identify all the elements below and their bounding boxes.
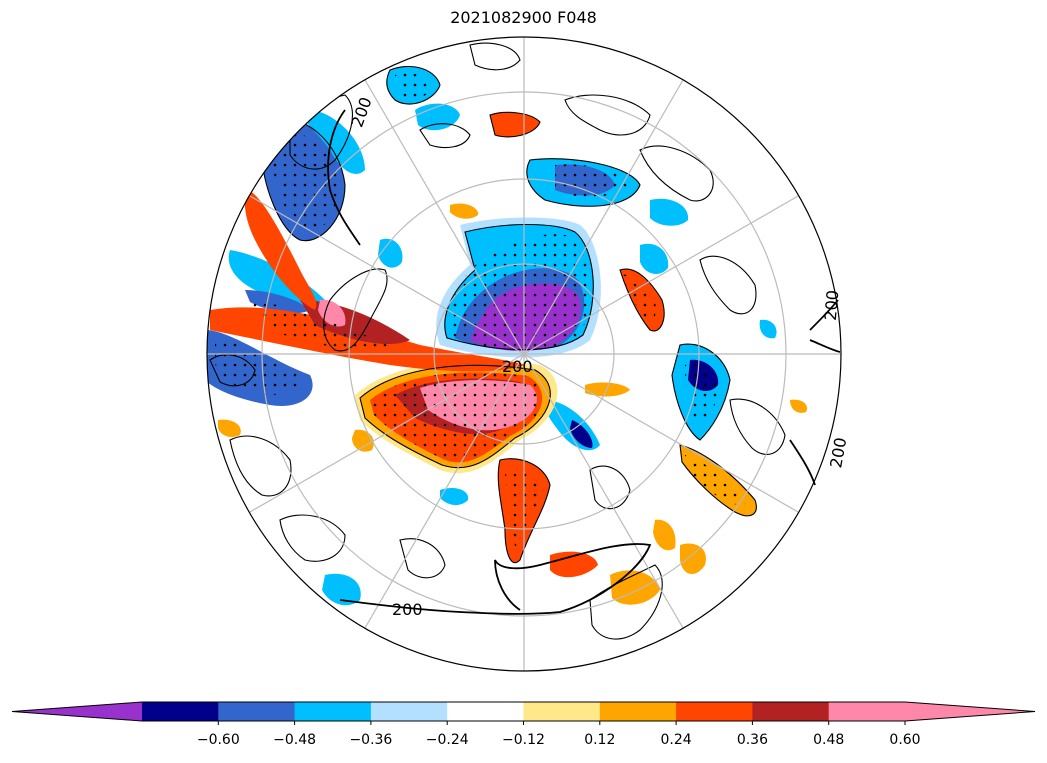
colorbar-bin	[142, 702, 219, 721]
colorbar-tick-label: 0.12	[584, 732, 615, 748]
height-contours	[327, 109, 841, 615]
positive-anomaly-patch	[653, 519, 676, 551]
colorbar-bin	[218, 702, 296, 721]
map-title: 2021082900 F048	[450, 8, 597, 27]
negative-anomaly-patch	[640, 243, 669, 274]
colorbar-tick-label: −0.36	[349, 732, 392, 748]
graticule	[207, 37, 841, 671]
positive-anomaly-patch	[550, 551, 598, 578]
colorbar-tick-label: −0.48	[273, 732, 316, 748]
colorbar-bin	[294, 702, 372, 721]
colorbar-bin	[828, 702, 906, 721]
positive-anomaly-patch	[790, 399, 808, 413]
positive-anomaly-patch	[585, 382, 630, 397]
positive-anomaly-patch	[244, 190, 317, 310]
contour-label: 200	[392, 600, 423, 619]
positive-anomaly-patch	[450, 203, 479, 219]
negative-anomaly-patch	[570, 420, 593, 448]
colorbar-tick-label: 0.60	[889, 732, 920, 748]
positive-anomaly-patch	[490, 112, 540, 137]
negative-anomaly-patch	[378, 238, 403, 268]
colorbar-tick-label: −0.12	[502, 732, 545, 748]
positive-anomaly-patch	[218, 419, 241, 438]
colorbar-outline	[11, 701, 1036, 722]
map-boundary	[206, 36, 842, 672]
negative-anomaly-patch	[245, 290, 310, 314]
colorbar-bin	[676, 702, 753, 721]
negative-anomaly-patch	[440, 488, 469, 506]
colorbar-bin	[370, 702, 448, 721]
colorbar-tick-label: 0.24	[661, 732, 692, 748]
colorbar-bin	[752, 702, 830, 721]
colorbar-bin	[523, 702, 601, 721]
colorbar-tick-label: −0.60	[197, 732, 240, 748]
colorbar-bin	[599, 702, 677, 721]
colorbar-tick-label: −0.24	[426, 732, 469, 748]
colorbar-bin	[447, 702, 524, 721]
negative-anomaly-patch	[759, 319, 777, 339]
polar-stereographic-map: 200 200 200 200 200	[206, 36, 850, 672]
negative-anomaly-patch	[322, 573, 361, 606]
colorbar-tick-label: 0.36	[737, 732, 768, 748]
positive-anomaly-patch	[680, 543, 706, 575]
negative-anomaly-patch	[300, 109, 365, 174]
contour-label: 200	[821, 289, 843, 321]
colorbar-tick-label: 0.48	[813, 732, 844, 748]
colorbar-over-extension	[905, 702, 1035, 721]
negative-anomaly-patch	[650, 198, 689, 226]
contour-label: 200	[502, 357, 533, 376]
positive-anomaly-patch	[318, 299, 346, 327]
colorbar-under-extension	[12, 702, 142, 721]
